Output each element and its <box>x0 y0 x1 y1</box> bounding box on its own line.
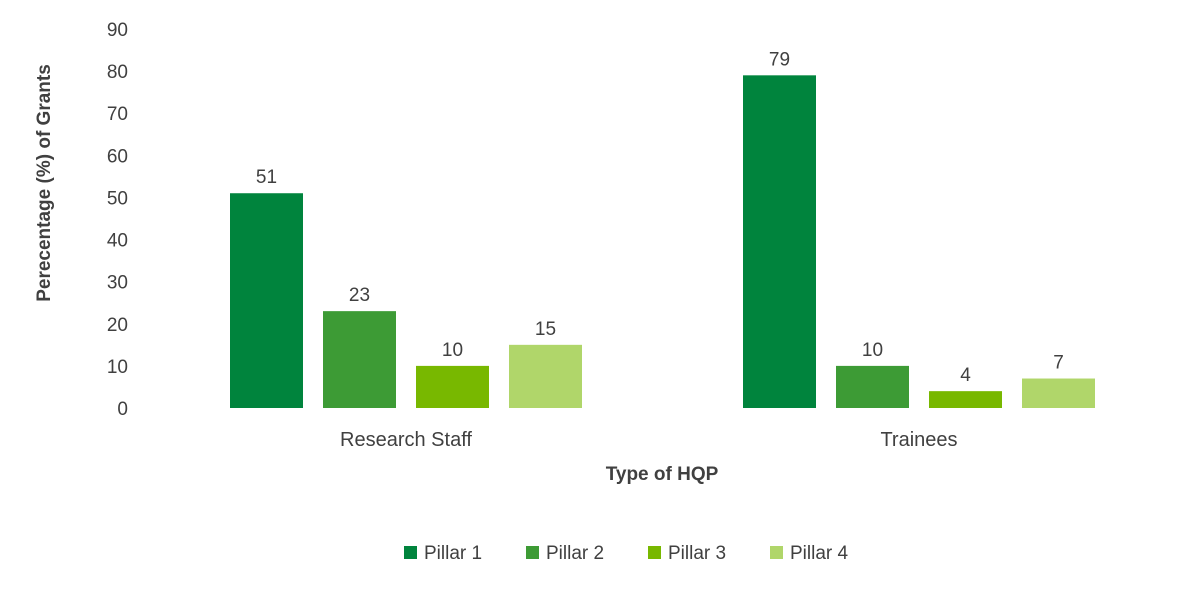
x-category-label: Trainees <box>880 429 957 451</box>
bar-pillar-4-trainees <box>1022 378 1095 408</box>
legend-swatch <box>770 546 783 559</box>
bar-pillar-2-research-staff <box>323 311 396 408</box>
legend-swatch <box>648 546 661 559</box>
x-axis-categories: Research Staff Trainees <box>340 429 958 451</box>
legend-label: Pillar 2 <box>546 543 604 564</box>
bar-pillar-1-trainees <box>743 75 816 409</box>
bar-pillar-4-research-staff <box>509 344 582 408</box>
data-label: 10 <box>862 340 883 361</box>
y-tick-label: 90 <box>107 20 128 41</box>
legend-label: Pillar 1 <box>424 543 482 564</box>
data-label: 79 <box>769 49 790 70</box>
data-label: 51 <box>256 167 277 188</box>
x-axis-title: Type of HQP <box>606 464 719 485</box>
y-tick-label: 80 <box>107 62 128 83</box>
data-label: 4 <box>960 365 971 386</box>
y-tick-label: 30 <box>107 273 128 294</box>
bars <box>230 75 1095 409</box>
y-tick-label: 60 <box>107 146 128 167</box>
y-axis-ticks: 0 10 20 30 40 50 60 70 80 90 <box>107 20 128 420</box>
bar-pillar-3-trainees <box>929 391 1002 408</box>
y-tick-label: 20 <box>107 315 128 336</box>
y-tick-label: 70 <box>107 104 128 125</box>
y-tick-label: 0 <box>117 399 128 420</box>
bar-pillar-1-research-staff <box>230 193 303 408</box>
y-tick-label: 10 <box>107 357 128 378</box>
data-label: 7 <box>1053 353 1064 374</box>
legend-swatch <box>404 546 417 559</box>
legend-label: Pillar 3 <box>668 543 726 564</box>
y-axis-title: Perecentage (%) of Grants <box>34 64 55 302</box>
bar-pillar-3-research-staff <box>416 365 489 408</box>
y-tick-label: 40 <box>107 231 128 252</box>
x-category-label: Research Staff <box>340 429 472 451</box>
legend: Pillar 1 Pillar 2 Pillar 3 Pillar 4 <box>404 543 849 564</box>
data-label: 23 <box>349 285 370 306</box>
data-label: 10 <box>442 340 463 361</box>
y-tick-label: 50 <box>107 188 128 209</box>
bar-pillar-2-trainees <box>836 365 909 408</box>
legend-swatch <box>526 546 539 559</box>
data-label: 15 <box>535 319 556 340</box>
legend-label: Pillar 4 <box>790 543 849 564</box>
data-labels: 51 23 10 15 79 10 4 7 <box>256 49 1064 386</box>
